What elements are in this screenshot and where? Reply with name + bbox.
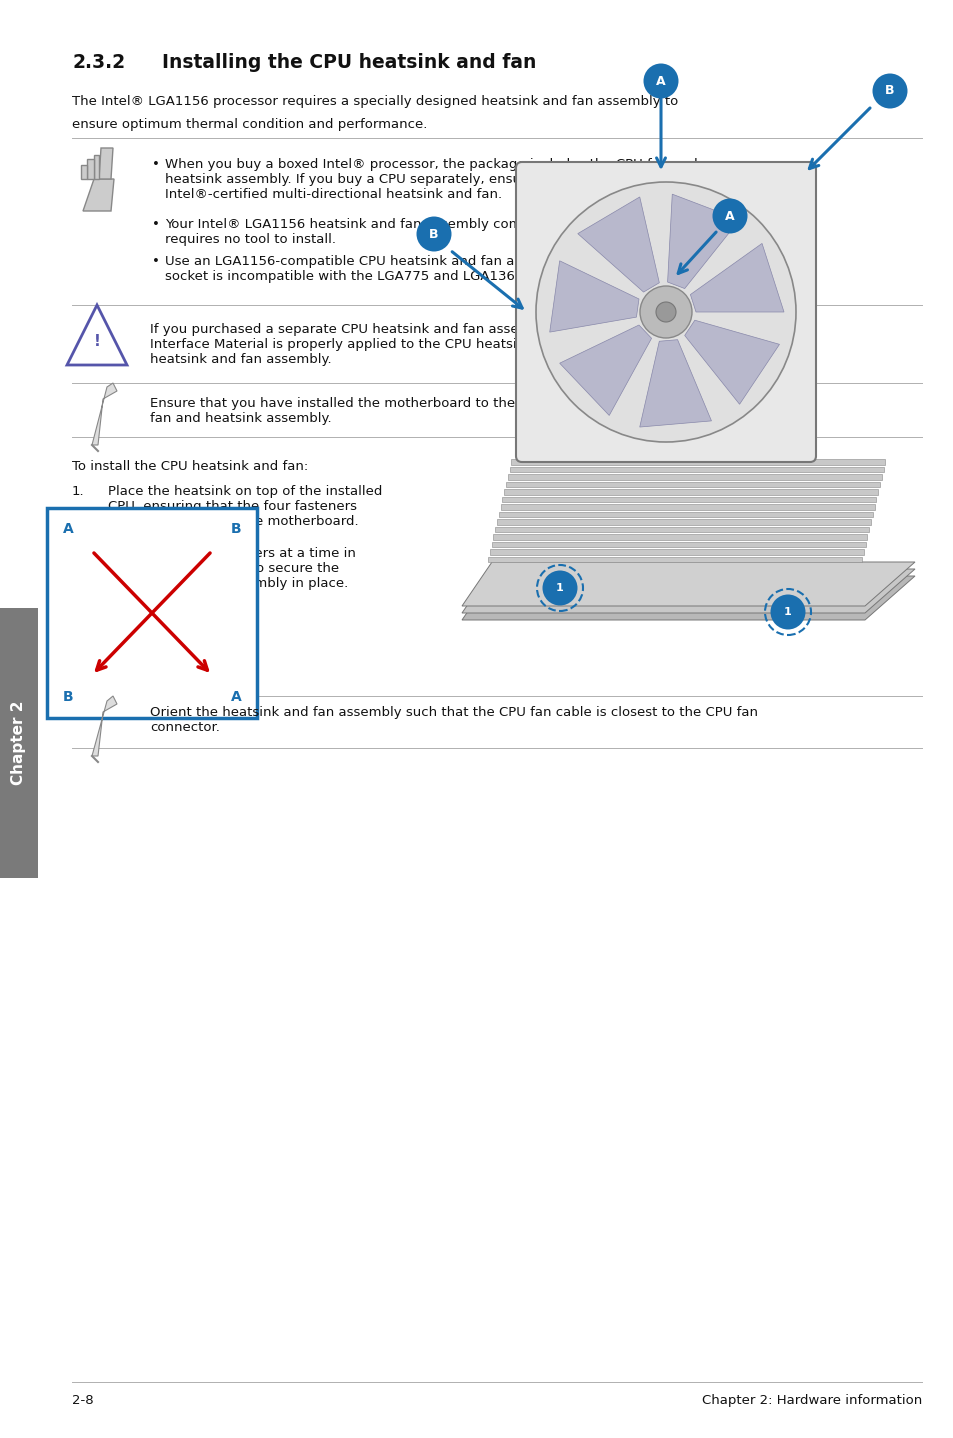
Text: •: • <box>152 255 160 267</box>
Text: Chapter 2: Hardware information: Chapter 2: Hardware information <box>701 1393 921 1406</box>
Text: To install the CPU heatsink and fan:: To install the CPU heatsink and fan: <box>71 460 308 473</box>
Text: A: A <box>231 690 241 705</box>
Text: B: B <box>884 85 894 98</box>
Text: B: B <box>63 690 73 705</box>
Text: !: ! <box>93 334 100 348</box>
Circle shape <box>643 63 678 98</box>
Polygon shape <box>461 562 914 605</box>
Text: 2-8: 2-8 <box>71 1393 93 1406</box>
Text: Chapter 2: Chapter 2 <box>11 700 27 785</box>
Circle shape <box>639 286 691 338</box>
Text: B: B <box>231 522 241 536</box>
Text: 1: 1 <box>783 607 791 617</box>
Circle shape <box>770 594 804 630</box>
Text: When you buy a boxed Intel® processor, the package includes the CPU fan and
heat: When you buy a boxed Intel® processor, t… <box>165 158 697 201</box>
Polygon shape <box>667 194 739 289</box>
Text: If you purchased a separate CPU heatsink and fan assembly, ensure that the Therm: If you purchased a separate CPU heatsink… <box>150 324 728 367</box>
Text: A: A <box>724 210 734 223</box>
Text: Your Intel® LGA1156 heatsink and fan assembly comes in a push-pin design and
req: Your Intel® LGA1156 heatsink and fan ass… <box>165 219 705 246</box>
Polygon shape <box>684 321 779 404</box>
Text: Ensure that you have installed the motherboard to the chassis before you install: Ensure that you have installed the mothe… <box>150 397 744 426</box>
Polygon shape <box>690 243 783 312</box>
Text: ensure optimum thermal condition and performance.: ensure optimum thermal condition and per… <box>71 118 427 131</box>
Polygon shape <box>461 569 914 613</box>
Text: A: A <box>656 75 665 88</box>
Circle shape <box>656 302 676 322</box>
Text: Orient the heatsink and fan assembly such that the CPU fan cable is closest to t: Orient the heatsink and fan assembly suc… <box>150 706 758 733</box>
Polygon shape <box>94 155 99 178</box>
Text: Installing the CPU heatsink and fan: Installing the CPU heatsink and fan <box>162 53 536 72</box>
Text: 2.3.2: 2.3.2 <box>71 53 125 72</box>
Circle shape <box>536 183 795 441</box>
Circle shape <box>712 198 747 233</box>
Polygon shape <box>99 148 112 178</box>
Text: Use an LGA1156-compatible CPU heatsink and fan assembly only. The LGA1156
socket: Use an LGA1156-compatible CPU heatsink a… <box>165 255 730 283</box>
Polygon shape <box>559 325 651 416</box>
Circle shape <box>416 217 451 252</box>
Text: Push down two fasteners at a time in
a diagonal sequence to secure the
heatsink : Push down two fasteners at a time in a d… <box>108 546 355 590</box>
Bar <box>47 508 256 718</box>
Polygon shape <box>87 160 94 178</box>
Text: 2.: 2. <box>71 546 85 559</box>
Polygon shape <box>549 260 639 332</box>
Text: B: B <box>429 227 438 240</box>
Polygon shape <box>67 305 127 365</box>
Polygon shape <box>578 197 659 292</box>
Polygon shape <box>639 339 711 427</box>
Bar <box>0 608 38 879</box>
Polygon shape <box>91 696 117 756</box>
Text: 1.: 1. <box>71 485 85 498</box>
Polygon shape <box>83 178 113 211</box>
Text: A: A <box>63 522 73 536</box>
Text: 1: 1 <box>556 582 563 592</box>
Text: •: • <box>152 158 160 171</box>
Polygon shape <box>461 577 914 620</box>
Text: •: • <box>152 219 160 232</box>
FancyBboxPatch shape <box>516 162 815 462</box>
Text: The Intel® LGA1156 processor requires a specially designed heatsink and fan asse: The Intel® LGA1156 processor requires a … <box>71 95 678 108</box>
Circle shape <box>872 73 906 108</box>
Polygon shape <box>91 383 117 444</box>
Text: Place the heatsink on top of the installed
CPU, ensuring that the four fasteners: Place the heatsink on top of the install… <box>108 485 382 528</box>
Circle shape <box>542 571 577 605</box>
Polygon shape <box>81 165 87 178</box>
